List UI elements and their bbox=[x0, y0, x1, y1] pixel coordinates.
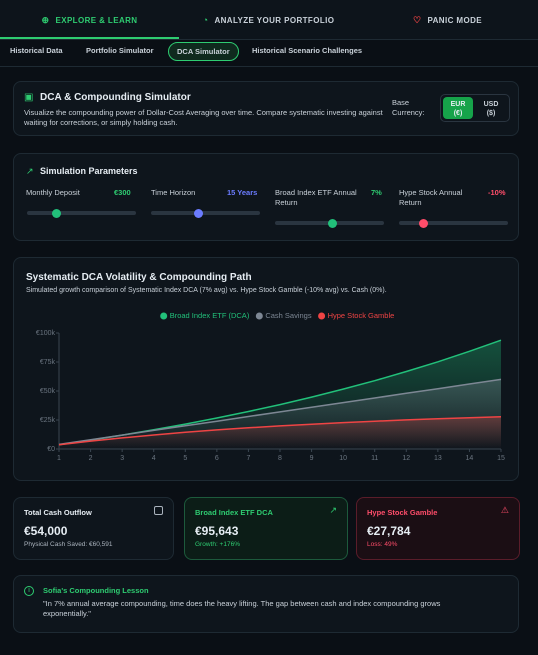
active-underline bbox=[0, 37, 179, 39]
legend-label: Broad Index ETF (DCA) bbox=[170, 311, 250, 320]
slider[interactable] bbox=[151, 208, 260, 218]
param-label: Time Horizon bbox=[151, 188, 196, 197]
simulator-card: ▣ DCA & Compounding Simulator Visualize … bbox=[13, 81, 519, 136]
tab-label: PANIC MODE bbox=[427, 15, 482, 25]
card-value: €54,000 bbox=[24, 524, 68, 538]
x-tick-label: 9 bbox=[310, 455, 314, 462]
chart-card: Systematic DCA Volatility & Compounding … bbox=[13, 257, 519, 481]
card-note: Growth: +176% bbox=[195, 541, 240, 548]
icon: ▣ bbox=[24, 92, 34, 103]
param-value: -10% bbox=[488, 188, 506, 197]
card-title: Broad Index ETF DCA bbox=[195, 508, 273, 517]
param-value: €300 bbox=[114, 188, 131, 197]
icon: ⚠ bbox=[500, 505, 509, 515]
y-tick-label: €100k bbox=[36, 330, 56, 337]
line bbox=[58, 378, 502, 446]
tab-label: ANALYZE YOUR PORTFOLIO bbox=[214, 15, 335, 25]
simulator-title: DCA & Compounding Simulator bbox=[40, 92, 191, 103]
stat-card: Broad Index ETF DCA ↗ €95,643 Growth: +1… bbox=[184, 497, 348, 560]
slider[interactable] bbox=[27, 208, 136, 218]
x-tick-label: 13 bbox=[434, 455, 442, 462]
nav-tab[interactable]: ◔ ANALYZE YOUR PORTFOLIO bbox=[202, 15, 335, 25]
line bbox=[58, 416, 502, 446]
legend: Broad Index ETF (DCA) Cash Savings Hype St… bbox=[160, 311, 394, 320]
legend-label: Cash Savings bbox=[265, 311, 312, 320]
currency-label: Base Currency: bbox=[392, 98, 425, 117]
currency-usd[interactable]: USD ($) bbox=[476, 97, 506, 119]
legend-label: Hype Stock Gamble bbox=[328, 311, 395, 320]
slider-knob[interactable] bbox=[52, 208, 61, 218]
x-tick-label: 7 bbox=[246, 455, 250, 462]
icon: ↗ bbox=[26, 166, 34, 176]
parameters-card: ↗ Simulation Parameters Monthly Deposit … bbox=[13, 153, 519, 241]
x-tick-label: 14 bbox=[466, 455, 474, 462]
y-tick-label: €75k bbox=[40, 359, 56, 366]
card-title: Total Cash Outflow bbox=[24, 508, 92, 517]
tab-label: EXPLORE & LEARN bbox=[55, 15, 138, 25]
y-tick-label: €25k bbox=[40, 417, 56, 424]
x-tick-label: 2 bbox=[89, 455, 93, 462]
currency-toggle bbox=[440, 94, 510, 122]
divider bbox=[0, 66, 538, 67]
stat-card: Hype Stock Gamble ⚠ €27,784 Loss: 49% bbox=[356, 497, 520, 560]
parameters-title: Simulation Parameters bbox=[40, 166, 138, 176]
currency-symbol: (€) bbox=[453, 110, 463, 117]
currency-code: USD bbox=[483, 101, 499, 108]
x-tick-label: 12 bbox=[402, 455, 410, 462]
param-value: 7% bbox=[371, 188, 382, 197]
card-note: Physical Cash Saved: €60,591 bbox=[24, 541, 113, 548]
slider-knob[interactable] bbox=[328, 218, 337, 228]
simulator-description: Visualize the compounding power of Dolla… bbox=[24, 108, 383, 127]
slider-knob[interactable] bbox=[194, 208, 203, 218]
x-tick-label: 4 bbox=[152, 455, 156, 462]
subtab[interactable]: Historical Scenario Challenges bbox=[252, 46, 363, 55]
param-label: Monthly Deposit bbox=[26, 188, 80, 197]
chart-title: Systematic DCA Volatility & Compounding … bbox=[26, 272, 252, 283]
lesson-text: "In 7% annual average compounding, time … bbox=[43, 599, 441, 618]
subtab[interactable]: Historical Data bbox=[10, 46, 63, 55]
x-tick-label: 6 bbox=[215, 455, 219, 462]
currency-eur[interactable]: EUR (€) bbox=[443, 97, 473, 119]
top-nav bbox=[0, 0, 538, 40]
x-tick-label: 10 bbox=[339, 455, 347, 462]
currency-code: EUR bbox=[450, 101, 466, 108]
x-tick-label: 1 bbox=[57, 455, 61, 462]
lesson-title: Sofia's Compounding Lesson bbox=[43, 586, 149, 595]
card-title: Hype Stock Gamble bbox=[367, 508, 438, 517]
chart-subtitle: Simulated growth comparison of Systemati… bbox=[26, 287, 387, 294]
nav-tab[interactable]: ♡ PANIC MODE bbox=[413, 14, 482, 25]
legend-swatch bbox=[160, 312, 168, 320]
card-value: €27,784 bbox=[367, 524, 411, 538]
param-value: 15 Years bbox=[227, 188, 258, 197]
stat-card: Total Cash Outflow €54,000 Physical Cash… bbox=[13, 497, 174, 560]
area bbox=[59, 416, 501, 449]
y-tick-label: €50k bbox=[40, 388, 56, 395]
icon: ↗ bbox=[329, 505, 337, 515]
currency-symbol: ($) bbox=[486, 110, 496, 117]
param-label: Hype Stock Annual Return bbox=[399, 188, 463, 207]
card-note: Loss: 49% bbox=[367, 541, 398, 548]
icon bbox=[154, 506, 163, 515]
x-tick-label: 8 bbox=[278, 455, 282, 462]
x-tick-label: 3 bbox=[120, 455, 124, 462]
slider[interactable] bbox=[275, 218, 384, 228]
card-value: €95,643 bbox=[195, 524, 239, 538]
x-tick-label: 5 bbox=[183, 455, 187, 462]
x-tick-label: 15 bbox=[497, 455, 505, 462]
info-icon: i bbox=[24, 586, 34, 596]
subtab-active[interactable]: DCA Simulator bbox=[168, 42, 239, 61]
slider[interactable] bbox=[399, 218, 508, 228]
subtab[interactable]: Portfolio Simulator bbox=[86, 46, 154, 55]
legend-swatch bbox=[318, 312, 326, 320]
param-label: Broad Index ETF Annual Return bbox=[275, 188, 357, 207]
x-tick-label: 11 bbox=[371, 455, 378, 462]
lesson-card: i Sofia's Compounding Lesson "In 7% annu… bbox=[13, 575, 519, 633]
y-tick-label: €0 bbox=[47, 446, 55, 453]
legend-swatch bbox=[255, 312, 263, 320]
slider-knob[interactable] bbox=[419, 218, 428, 228]
nav-tab[interactable]: ⊕ EXPLORE & LEARN bbox=[41, 14, 138, 25]
